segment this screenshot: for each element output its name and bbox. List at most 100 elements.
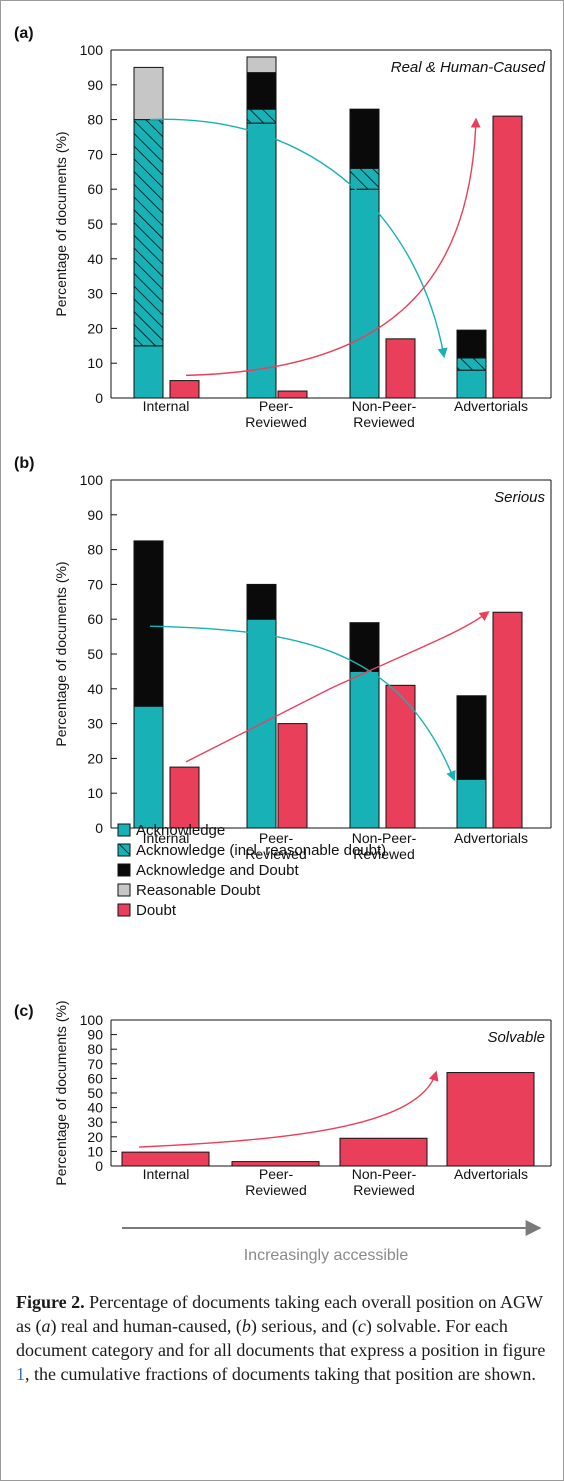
panel-label: (b)	[14, 455, 34, 472]
panel-title: Real & Human-Caused	[391, 59, 546, 76]
y-tick-label: 0	[95, 390, 103, 406]
legend-swatch	[117, 863, 131, 877]
y-tick-label: 0	[95, 1158, 103, 1174]
caption-text-3: ) serious, and (	[250, 1316, 358, 1336]
y-axis-label: Percentage of documents (%)	[53, 561, 69, 746]
x-tick-label: Reviewed	[245, 414, 306, 430]
acknowledge-incl-doubt-bar	[246, 108, 277, 124]
panel-label: (c)	[14, 1003, 34, 1020]
x-tick-label: Reviewed	[353, 1182, 414, 1198]
acknowledge-bar	[349, 670, 380, 829]
legend: Acknowledge Acknowledge (incl. reasonable…	[117, 822, 386, 919]
doubt-bar	[277, 390, 308, 399]
legend-label: Reasonable Doubt	[136, 882, 261, 899]
y-tick-label: 40	[87, 1100, 103, 1116]
y-tick-label: 70	[87, 1056, 103, 1072]
y-tick-label: 100	[80, 1012, 104, 1028]
panel-title: Solvable	[487, 1029, 545, 1046]
acknowledge-and-doubt-bar	[133, 540, 164, 707]
acknowledge-bar	[349, 188, 380, 399]
doubt-bar	[169, 766, 200, 829]
y-tick-label: 40	[87, 251, 103, 267]
x-tick-label: Peer-	[259, 830, 294, 846]
doubt-bar	[385, 338, 416, 399]
y-tick-label: 30	[87, 1114, 103, 1130]
legend-label: Acknowledge (incl. reasonable doubt)	[136, 842, 386, 859]
acknowledge-and-doubt-bar	[349, 108, 380, 169]
legend-swatch	[117, 843, 131, 857]
x-tick-label: Non-Peer-	[352, 830, 417, 846]
panel-label: (a)	[14, 25, 34, 42]
y-tick-label: 20	[87, 1129, 103, 1145]
acknowledge-and-doubt-bar	[246, 72, 277, 110]
doubt-bar	[339, 1137, 428, 1167]
legend-label: Acknowledge	[136, 822, 225, 839]
figure-caption: Figure 2. Percentage of documents taking…	[16, 1290, 546, 1386]
acknowledge-and-doubt-bar	[246, 583, 277, 620]
y-tick-label: 40	[87, 681, 103, 697]
y-tick-label: 20	[87, 750, 103, 766]
x-tick-label: Reviewed	[245, 1182, 306, 1198]
acknowledge-incl-doubt-bar	[133, 119, 164, 347]
acknowledge-bar	[246, 122, 277, 399]
legend-swatch	[117, 883, 131, 897]
x-tick-label: Reviewed	[353, 414, 414, 430]
y-axis-label: Percentage of documents (%)	[53, 131, 69, 316]
y-tick-label: 50	[87, 646, 103, 662]
red-arrow	[185, 611, 490, 763]
acknowledge-bar	[133, 705, 164, 829]
caption-text-5: , the cumulative fractions of documents …	[25, 1364, 536, 1384]
y-tick-label: 70	[87, 146, 103, 162]
acknowledge-incl-doubt-bar	[349, 167, 380, 190]
acknowledge-and-doubt-bar	[456, 695, 487, 780]
legend-swatch	[117, 903, 131, 917]
y-tick-label: 50	[87, 1085, 103, 1101]
x-tick-label: Peer-	[259, 398, 294, 414]
legend-swatch	[117, 823, 131, 837]
y-tick-label: 10	[87, 1143, 103, 1159]
x-tick-label: Non-Peer-	[352, 398, 417, 414]
doubt-bar	[121, 1151, 210, 1167]
doubt-bar	[169, 380, 200, 399]
reasonable-doubt-bar	[246, 56, 277, 74]
x-tick-label: Reviewed	[245, 846, 306, 862]
acknowledge-and-doubt-bar	[456, 329, 487, 359]
panel-a: (a) Real & Human-Caused Percentage of docu…	[14, 25, 552, 430]
y-tick-label: 30	[87, 286, 103, 302]
legend-label: Acknowledge and Doubt	[136, 862, 299, 879]
caption-a: a	[41, 1316, 51, 1336]
acknowledge-incl-doubt-bar	[456, 357, 487, 371]
acknowledge-and-doubt-bar	[349, 622, 380, 672]
y-tick-label: 20	[87, 320, 103, 336]
y-tick-label: 90	[87, 77, 103, 93]
x-tick-label: Advertorials	[454, 398, 528, 414]
acknowledge-bar	[456, 369, 487, 399]
y-tick-label: 80	[87, 542, 103, 558]
doubt-bar	[492, 115, 523, 399]
caption-c: c	[357, 1316, 366, 1336]
y-tick-label: 10	[87, 355, 103, 371]
y-tick-label: 50	[87, 216, 103, 232]
caption-label: Figure 2.	[16, 1292, 85, 1312]
y-tick-label: 10	[87, 785, 103, 801]
y-tick-label: 100	[80, 472, 104, 488]
x-tick-label: Advertorials	[454, 1166, 528, 1182]
doubt-bar	[446, 1072, 535, 1167]
acknowledge-bar	[133, 345, 164, 399]
doubt-bar	[492, 611, 523, 829]
caption-text-4: ) solvable. For each document category a…	[16, 1316, 546, 1360]
y-tick-label: 30	[87, 716, 103, 732]
panel-b: (b) Serious Percentage of documents (%) 0 10…	[14, 455, 552, 862]
y-tick-label: 90	[87, 1027, 103, 1043]
caption-b: b	[241, 1316, 251, 1336]
reasonable-doubt-bar	[133, 66, 164, 121]
y-tick-label: 80	[87, 1041, 103, 1057]
x-tick-label: Non-Peer-	[352, 1166, 417, 1182]
caption-figure-ref[interactable]: 1	[16, 1364, 25, 1384]
x-tick-label: Advertorials	[454, 830, 528, 846]
y-tick-label: 100	[80, 42, 104, 58]
teal-arrow	[149, 625, 456, 782]
caption-text-2: ) real and human-caused, (	[50, 1316, 242, 1336]
teal-arrow	[149, 118, 448, 359]
